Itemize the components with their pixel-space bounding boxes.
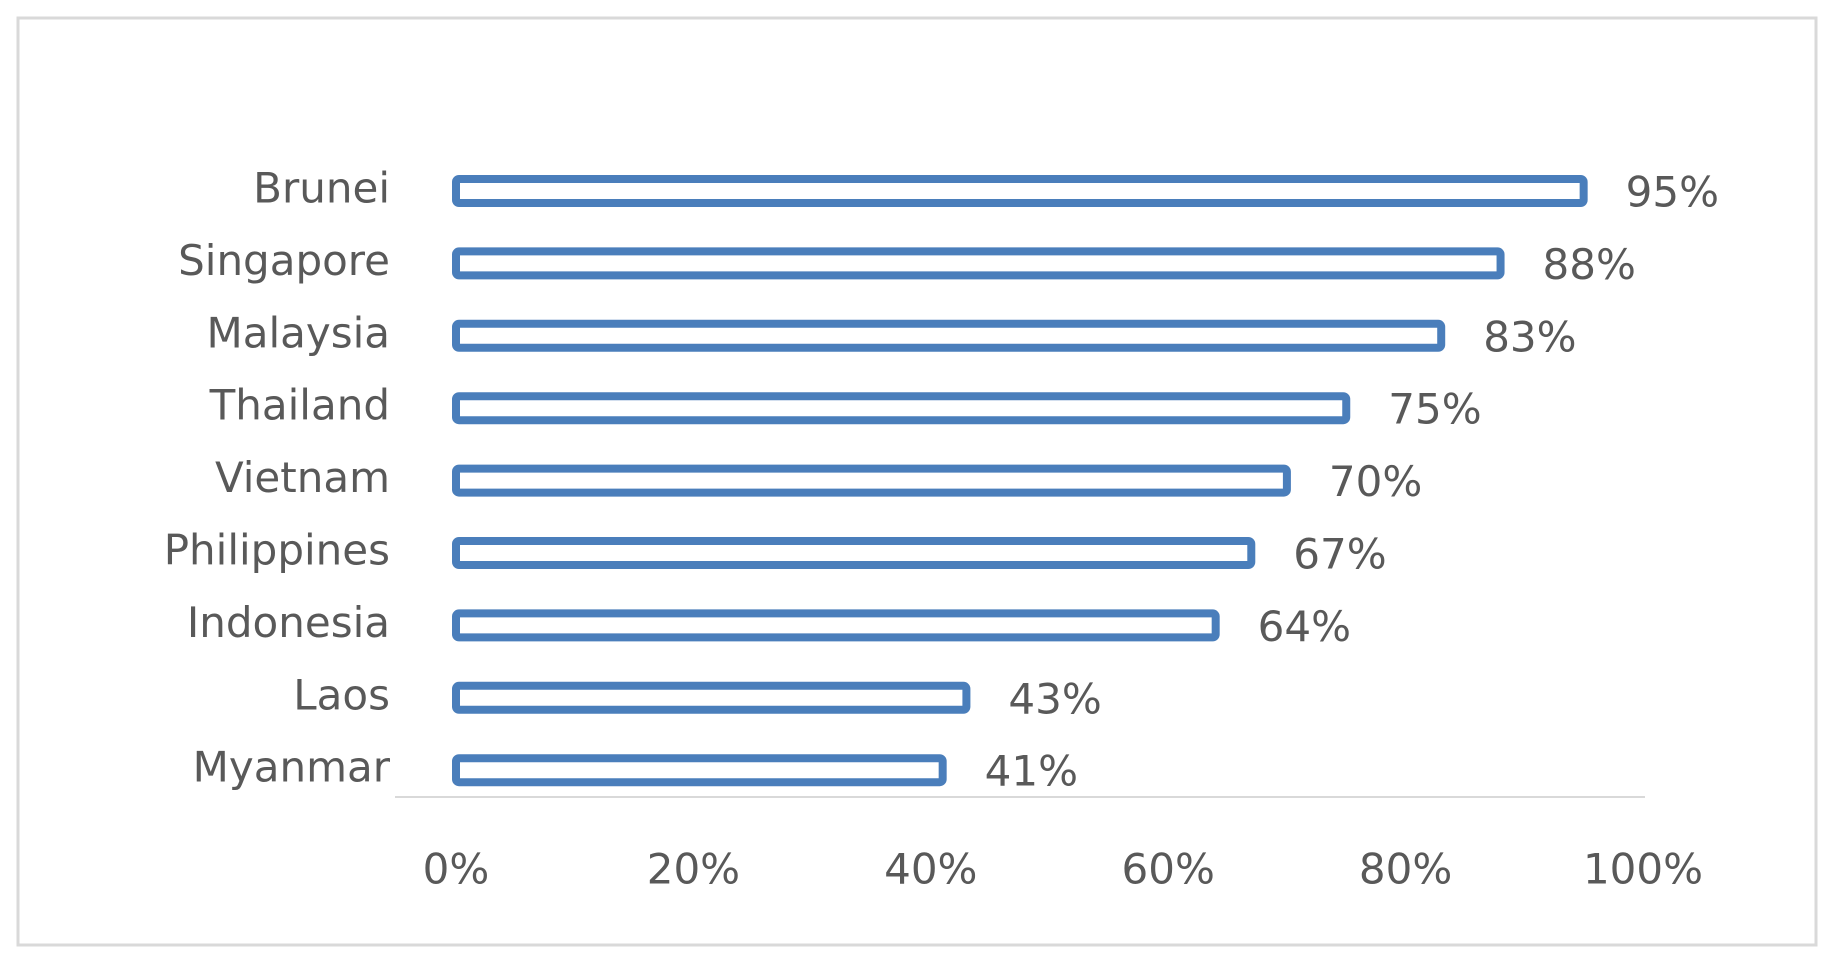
bar bbox=[452, 175, 1588, 207]
y-tick-label: Indonesia bbox=[187, 598, 390, 647]
data-label: 83% bbox=[1483, 312, 1576, 361]
x-tick-label: 80% bbox=[1359, 845, 1452, 894]
bar bbox=[452, 392, 1351, 425]
bar bbox=[452, 609, 1220, 642]
y-tick-label: Philippines bbox=[164, 526, 390, 575]
y-tick-label: Thailand bbox=[209, 381, 390, 430]
x-tick-label: 60% bbox=[1122, 845, 1215, 894]
data-label: 70% bbox=[1329, 457, 1422, 506]
bar bbox=[452, 319, 1446, 352]
bar bbox=[452, 681, 971, 714]
y-tick-label: Myanmar bbox=[193, 743, 391, 792]
data-label: 41% bbox=[985, 747, 1078, 796]
x-tick-label: 100% bbox=[1583, 845, 1703, 894]
y-tick-label: Brunei bbox=[253, 164, 390, 213]
data-label: 95% bbox=[1626, 168, 1719, 217]
x-tick-label: 0% bbox=[423, 845, 490, 894]
bar bbox=[452, 247, 1505, 280]
data-label: 88% bbox=[1543, 240, 1636, 289]
bar bbox=[452, 754, 947, 787]
data-label: 75% bbox=[1388, 385, 1481, 434]
x-tick-label: 20% bbox=[647, 845, 740, 894]
bar bbox=[452, 464, 1291, 497]
data-label: 64% bbox=[1258, 602, 1351, 651]
y-tick-label: Singapore bbox=[178, 236, 390, 285]
bar bbox=[452, 537, 1256, 569]
x-tick-label: 40% bbox=[884, 845, 977, 894]
y-tick-label: Laos bbox=[293, 670, 390, 719]
y-tick-label: Malaysia bbox=[206, 308, 390, 357]
y-tick-label: Vietnam bbox=[215, 453, 390, 502]
data-label: 67% bbox=[1293, 530, 1386, 579]
data-label: 43% bbox=[1008, 674, 1101, 723]
